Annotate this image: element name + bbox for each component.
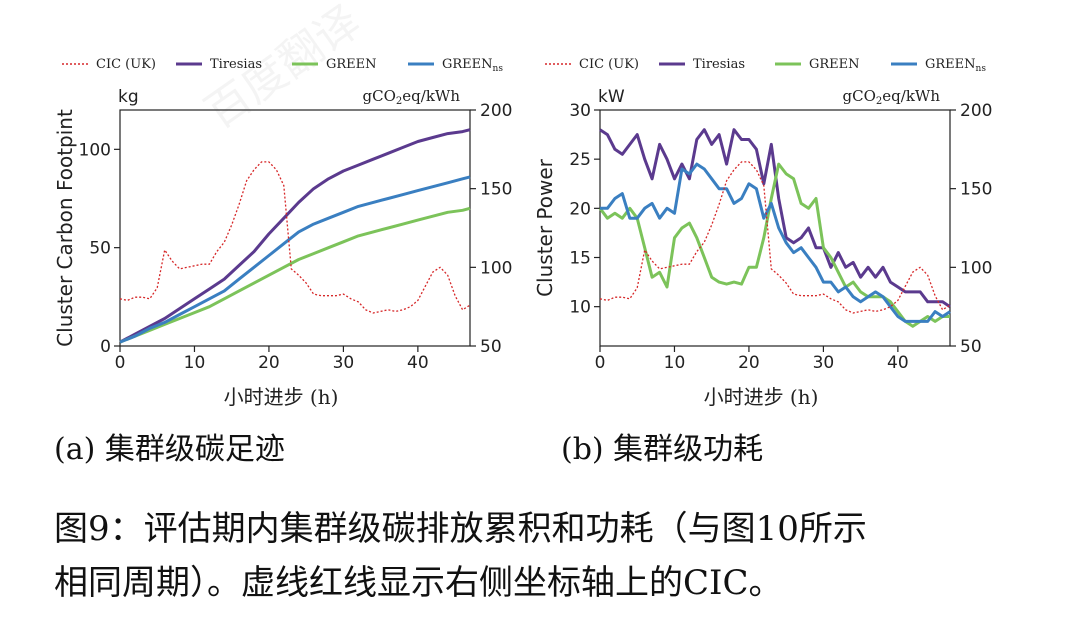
x-tick-label: 20 [738, 353, 760, 373]
y2-unit-subscript: 2 [396, 96, 402, 107]
x-axis-title: 小时进步 (h) [224, 385, 339, 409]
panel-b: CIC (UK) Tiresias GREEN GREENns 0 10 20 30 40 10 1… [533, 57, 992, 409]
y-tick-label: 15 [569, 249, 591, 269]
legend-label-tiresias: Tiresias [210, 57, 262, 72]
x-tick-label: 30 [333, 353, 355, 373]
legend-label-green: GREEN [809, 57, 860, 72]
series-line-cic [599, 161, 951, 314]
x-tick-label: 0 [595, 353, 606, 373]
y-axis-title: Cluster Carbon Footpint [53, 109, 77, 347]
x-tick-label: 40 [407, 353, 429, 373]
y-tick-label: 100 [79, 140, 111, 160]
x-tick-label: 10 [184, 353, 206, 373]
caption-line-1: 图9：评估期内集群级碳排放累积和功耗（与图10所示 [54, 509, 867, 549]
subcaption-a: (a) 集群级碳足迹 [54, 432, 285, 467]
y2-tick-label: 50 [480, 337, 502, 357]
x-axis-title: 小时进步 (h) [704, 385, 819, 409]
y2-tick-label: 200 [960, 101, 992, 121]
y2-tick-label: 200 [480, 101, 512, 121]
y-axis-title: Cluster Power [533, 158, 557, 297]
y-unit-label: kg [118, 87, 139, 107]
y-tick-label: 20 [569, 199, 591, 219]
y-tick-label: 30 [569, 101, 591, 121]
legend-label-cic: CIC (UK) [96, 57, 156, 72]
y-tick-label: 25 [569, 150, 591, 170]
y2-tick-label: 100 [480, 258, 512, 278]
y-unit-label: kW [598, 87, 625, 107]
x-tick-label: 0 [115, 353, 126, 373]
series-line-cic [119, 161, 471, 314]
y2-unit-label: gCO2eq/kWh [843, 87, 941, 107]
y-tick-label: 50 [89, 239, 111, 259]
panel-a: CIC (UK) Tiresias GREEN GREENns 0 10 20 30 40 0 50… [53, 57, 512, 409]
legend-label-subscript: ns [976, 64, 987, 74]
y2-tick-label: 100 [960, 258, 992, 278]
legend-label-greenns: GREENns [442, 57, 503, 74]
series-line-green [598, 162, 950, 328]
series-line-tiresias [119, 128, 471, 344]
y2-unit-label: gCO2eq/kWh [363, 87, 461, 107]
figure-caption: 图9：评估期内集群级碳排放累积和功耗（与图10所示 相同周期）。虚线红线显示右侧… [54, 502, 1034, 610]
x-tick-label: 20 [258, 353, 280, 373]
legend-label-greenns: GREENns [925, 57, 986, 74]
x-tick-label: 30 [813, 353, 835, 373]
legend-label-cic: CIC (UK) [579, 57, 639, 72]
y-tick-label: 0 [100, 337, 111, 357]
x-tick-label: 10 [664, 353, 686, 373]
y2-unit-subscript: 2 [876, 96, 882, 107]
y2-tick-label: 50 [960, 337, 982, 357]
subcaption-b: (b) 集群级功耗 [561, 432, 764, 467]
x-tick-label: 40 [887, 353, 909, 373]
y2-unit-suffix: eq/kWh [402, 87, 460, 105]
y2-tick-label: 150 [960, 180, 992, 200]
legend-label-green: GREEN [326, 57, 377, 72]
plot-frame [599, 109, 951, 347]
series-line-green [119, 206, 471, 344]
series-line-tiresias [599, 128, 951, 308]
plot-frame [119, 109, 471, 347]
y2-tick-label: 150 [480, 180, 512, 200]
series-line-greenns [119, 175, 471, 344]
legend-label-subscript: ns [493, 64, 504, 74]
legend-label-tiresias: Tiresias [693, 57, 745, 72]
y-tick-label: 10 [569, 298, 591, 318]
series-line-greenns [600, 162, 951, 323]
y2-unit-suffix: eq/kWh [882, 87, 940, 105]
caption-line-2: 相同周期）。虚线红线显示右侧坐标轴上的CIC。 [54, 563, 783, 603]
